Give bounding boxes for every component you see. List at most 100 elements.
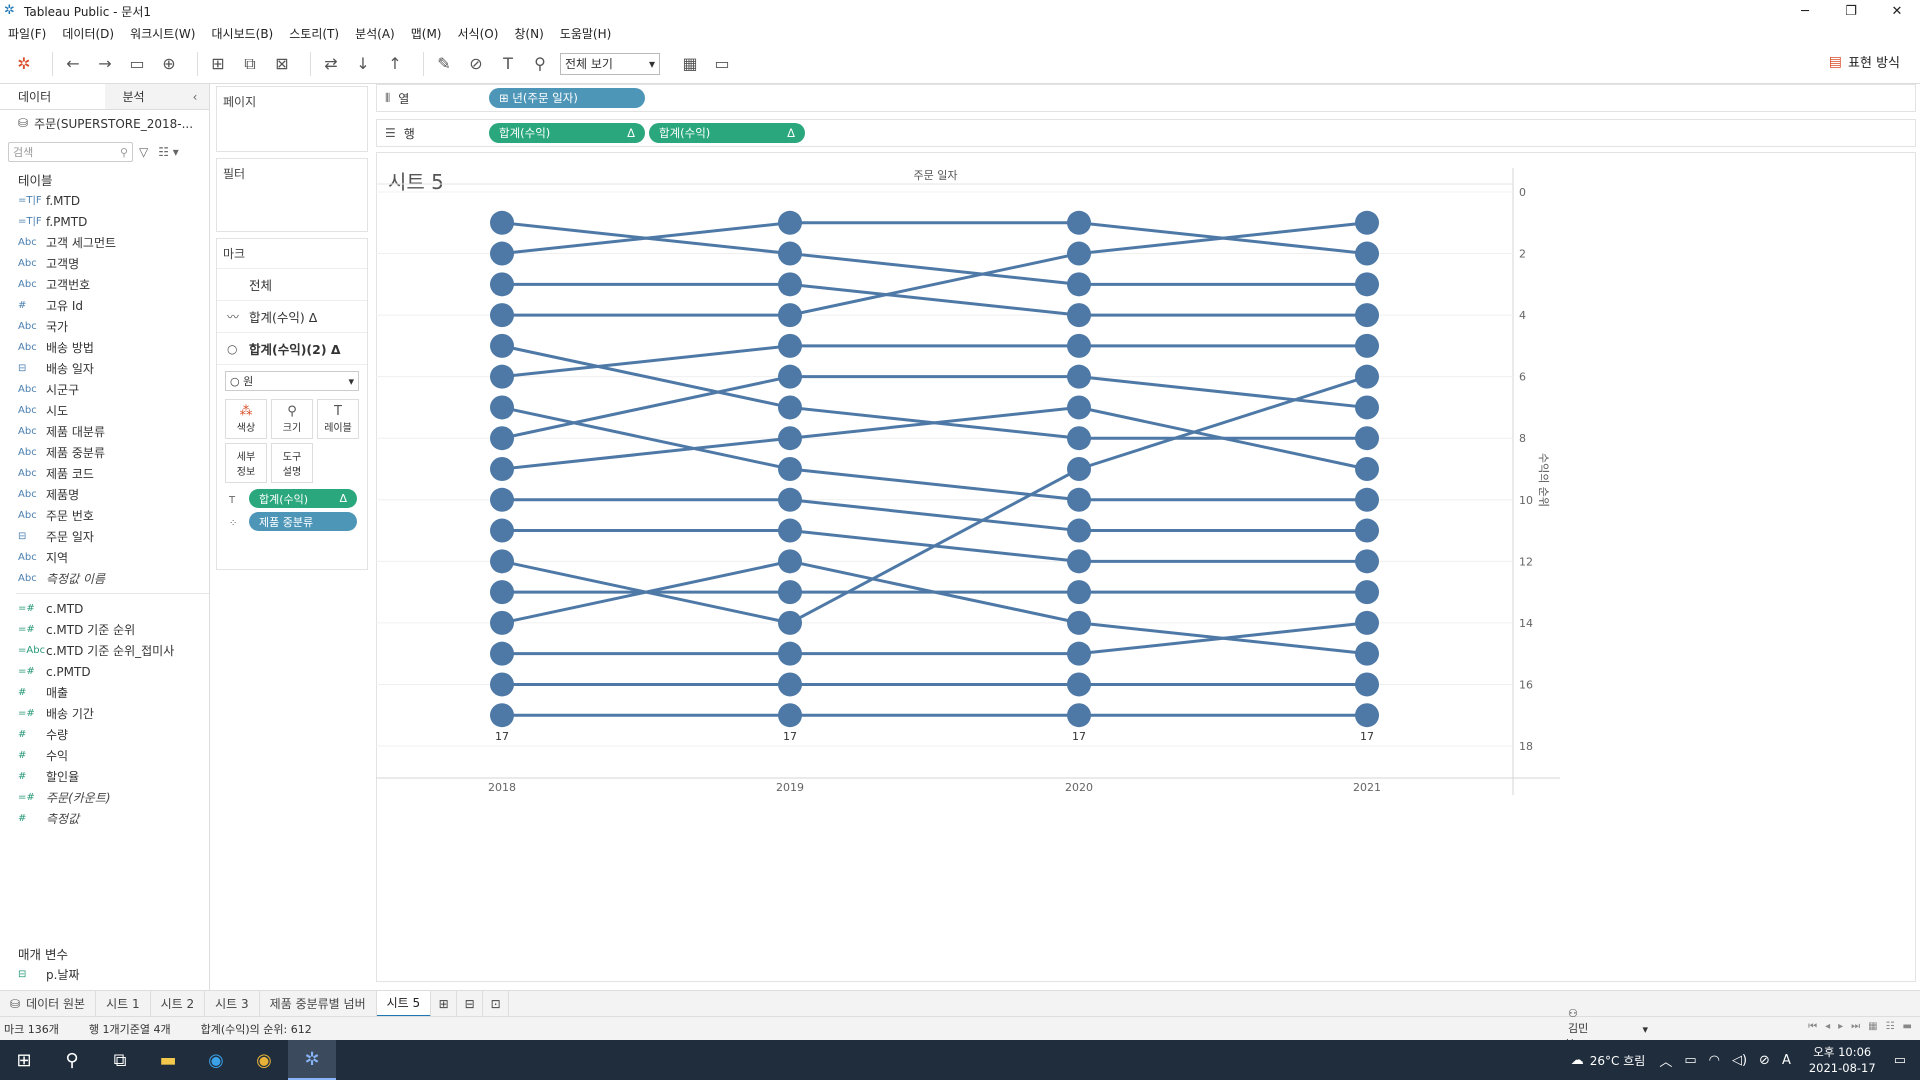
data-point[interactable] [778, 241, 802, 266]
new-datasource-icon[interactable]: ⊕ [162, 54, 176, 73]
minimize-button[interactable]: ─ [1801, 3, 1809, 19]
menu-dashboard[interactable]: 대시보드(B) [211, 26, 274, 41]
show-tabs-icon[interactable]: ▬ [1902, 1021, 1912, 1032]
data-point[interactable] [490, 210, 514, 235]
data-point[interactable] [490, 580, 514, 605]
data-point[interactable] [490, 272, 514, 297]
weather-text[interactable]: 26°C 흐림 [1589, 1053, 1646, 1068]
highlight-icon[interactable]: ✎ [437, 54, 451, 73]
menu-window[interactable]: 창(N) [514, 26, 544, 41]
network-icon[interactable]: ▭ [1684, 1052, 1697, 1068]
view-size-select[interactable]: 전체 보기 ▾ [560, 52, 660, 75]
label-button[interactable]: T 레이블 [317, 399, 359, 439]
weather-cloud-icon[interactable]: ☁ [1570, 1052, 1584, 1068]
first-sheet-icon[interactable]: ⏮ [1808, 1021, 1818, 1032]
data-point[interactable] [778, 703, 802, 728]
data-point[interactable] [1067, 610, 1091, 635]
notification-off-icon[interactable]: ⊘ [1759, 1052, 1770, 1068]
rows-pill-profit-2[interactable]: 합계(수익) Δ [649, 123, 805, 143]
chevron-up-icon[interactable]: ︿ [1659, 1054, 1673, 1070]
menu-map[interactable]: 맵(M) [410, 26, 442, 41]
data-point[interactable] [1355, 580, 1379, 605]
new-story-tab-icon[interactable]: ⊡ [483, 990, 510, 1017]
data-point[interactable] [778, 364, 802, 389]
menu-data[interactable]: 데이터(D) [62, 26, 115, 41]
measure-field-item[interactable]: # 수익 [0, 745, 209, 766]
data-point[interactable] [1067, 457, 1091, 481]
tab-data[interactable]: 데이터 [0, 84, 105, 109]
columns-shelf[interactable]: ⦀ 열 ⊞ 년(주문 일자) [376, 84, 1916, 112]
series-line[interactable] [501, 405, 1368, 471]
dimension-field-item[interactable]: Abc 시도 [0, 400, 209, 421]
show-labels-icon[interactable]: T [503, 54, 513, 73]
user-menu[interactable]: ⚇ 김민형 ▾ [1556, 1007, 1678, 1051]
chrome-browser-icon[interactable]: ◉ [256, 1049, 272, 1071]
data-point[interactable] [778, 272, 802, 297]
measure-field-item[interactable]: =# 배송 기간 [0, 703, 209, 724]
prev-sheet-icon[interactable]: ◂ [1825, 1021, 1831, 1032]
data-point[interactable] [490, 457, 514, 481]
sort-ascending-icon[interactable]: ↓ [356, 54, 370, 73]
clock[interactable]: 오후 10:06 2021-08-17 [1809, 1044, 1876, 1076]
next-sheet-icon[interactable]: ▸ [1838, 1021, 1844, 1032]
dimension-field-item[interactable]: Abc 제품 중분류 [0, 442, 209, 463]
data-point[interactable] [490, 518, 514, 543]
data-point[interactable] [490, 303, 514, 328]
data-point[interactable] [1355, 703, 1379, 728]
clear-sheet-icon[interactable]: ⊠ [275, 54, 289, 73]
data-point[interactable] [1067, 703, 1091, 728]
filter-icon[interactable]: ▽ [139, 145, 149, 159]
dimension-field-item[interactable]: Abc 고객명 [0, 253, 209, 274]
data-point[interactable] [778, 487, 802, 512]
action-center-icon[interactable]: ▭ [1893, 1052, 1906, 1068]
search-input[interactable]: 검색 ⚲ [8, 142, 133, 162]
data-point[interactable] [1355, 672, 1379, 697]
data-point[interactable] [1067, 241, 1091, 266]
columns-pill-year[interactable]: ⊞ 년(주문 일자) [489, 88, 645, 108]
marks-all-tab[interactable]: 전체 [217, 269, 367, 301]
ime-indicator[interactable]: A [1781, 1052, 1791, 1068]
mark-type-select[interactable]: ○ 원 ▾ [225, 371, 359, 391]
data-point[interactable] [490, 549, 514, 574]
tab-sheet1[interactable]: 시트 1 [96, 990, 151, 1017]
marks-layer-line[interactable]: 〰 합계(수익) Δ [217, 301, 367, 333]
data-point[interactable] [1067, 672, 1091, 697]
file-explorer-icon[interactable]: ▬ [159, 1049, 177, 1071]
show-me-button[interactable]: ▤ 표현 방식 [1829, 52, 1900, 72]
data-point[interactable] [778, 672, 802, 697]
data-point[interactable] [1067, 303, 1091, 328]
new-worksheet-icon[interactable]: ⊞ [211, 54, 225, 73]
series-line[interactable] [501, 344, 1367, 440]
tab-sheet3[interactable]: 시트 3 [205, 990, 260, 1017]
measure-field-item[interactable]: =Abc c.MTD 기준 순위_접미사 [0, 640, 209, 661]
series-line[interactable] [502, 621, 1368, 656]
data-point[interactable] [490, 364, 514, 389]
collapse-icon[interactable]: ‹ [192, 89, 198, 104]
show-cards-icon[interactable]: ▦ [682, 54, 698, 73]
detail-pill[interactable]: 제품 중분류 [249, 512, 357, 531]
data-point[interactable] [1355, 610, 1379, 635]
data-point[interactable] [1355, 641, 1379, 666]
color-button[interactable]: ⁂ 색상 [225, 399, 267, 439]
measure-field-item[interactable]: =# c.PMTD [0, 661, 209, 682]
new-dashboard-tab-icon[interactable]: ⊟ [457, 990, 484, 1017]
series-line[interactable] [502, 221, 1368, 317]
new-worksheet-tab-icon[interactable]: ⊞ [431, 990, 458, 1017]
undo-icon[interactable]: ← [66, 54, 80, 73]
size-button[interactable]: ⚲ 크기 [271, 399, 313, 439]
view-options-icon[interactable]: ☷ ▾ [158, 145, 179, 159]
data-point[interactable] [778, 457, 802, 481]
data-point[interactable] [1355, 210, 1379, 235]
data-point[interactable] [490, 641, 514, 666]
data-point[interactable] [490, 610, 514, 635]
series-line[interactable] [502, 282, 1367, 317]
data-point[interactable] [778, 518, 802, 543]
data-point[interactable] [778, 610, 802, 635]
dimension-field-item[interactable]: Abc 시군구 [0, 379, 209, 400]
data-point[interactable] [778, 549, 802, 574]
menu-format[interactable]: 서식(O) [457, 26, 499, 41]
param-item[interactable]: ⊟ p.날짜 [0, 964, 209, 985]
data-point[interactable] [1355, 518, 1379, 543]
data-point[interactable] [490, 487, 514, 512]
save-icon[interactable]: ▭ [129, 54, 145, 73]
